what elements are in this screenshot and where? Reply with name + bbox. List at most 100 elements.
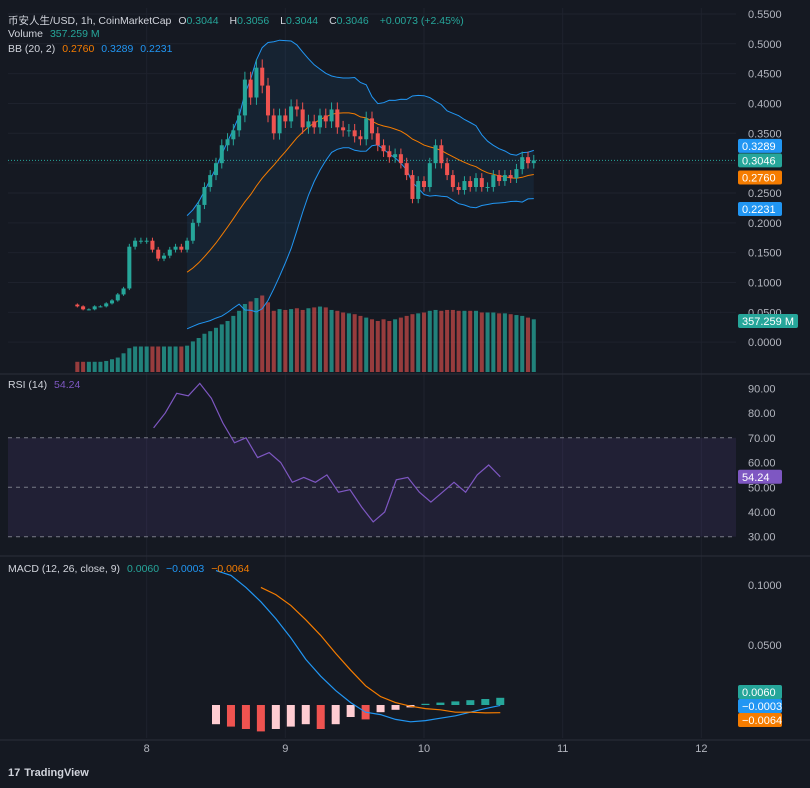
macd-label: MACD (12, 26, close, 9) (8, 563, 121, 575)
macd-hist-badge-text: 0.0060 (742, 687, 776, 699)
candle-body-25 (219, 145, 224, 164)
volume-bar-2 (86, 361, 91, 372)
candle-body-58 (410, 175, 415, 199)
price-tick-2: 0.4500 (748, 69, 782, 81)
candle-body-11 (138, 240, 143, 242)
volume-bar-37 (289, 309, 294, 372)
open-value: 0.3044 (186, 15, 219, 27)
volume-bar-64 (445, 309, 450, 372)
macd-hist-bar-0 (212, 705, 220, 725)
price-candles (75, 59, 536, 311)
macd-hist-value: 0.0060 (126, 563, 160, 575)
time-tick-1: 9 (282, 743, 288, 755)
rsi-tick-3: 60.00 (748, 458, 776, 470)
volume-bar-45 (335, 310, 340, 372)
macd-hist-bar-7 (316, 705, 325, 729)
tradingview-logo[interactable]: 17 TradingView (8, 767, 89, 779)
low-value: 0.3044 (286, 15, 319, 27)
candle-body-57 (404, 163, 409, 176)
low-label: L (280, 15, 287, 27)
volume-bar-24 (213, 327, 219, 372)
candle-body-46 (341, 127, 346, 131)
volume-bar-1 (81, 361, 86, 372)
volume-bar-8 (121, 353, 126, 372)
volume-bar-61 (427, 310, 432, 372)
candle-body-70 (479, 178, 484, 188)
candle-body-5 (104, 303, 109, 307)
candle-body-26 (225, 139, 230, 146)
volume-bar-23 (208, 331, 213, 372)
rsi-tick-1: 80.00 (748, 408, 776, 420)
volume-bar-79 (531, 319, 536, 372)
volume-bar-50 (364, 317, 369, 372)
macd-hist-bar-5 (286, 705, 295, 727)
volume-bar-60 (421, 312, 427, 372)
volume-bar-70 (479, 312, 484, 372)
macd-hist-bar-17 (466, 700, 475, 705)
candle-body-50 (364, 118, 369, 140)
candle-body-2 (86, 309, 91, 311)
signal-line (260, 586, 501, 714)
macd-signal-value: −0.0064 (211, 563, 250, 575)
legend-change: +0.0073 (+2.45%) (379, 15, 464, 27)
candle-body-67 (462, 181, 467, 190)
rsi-badge-text: 54.24 (742, 472, 770, 484)
candle-body-74 (502, 175, 507, 182)
legend-volume-row: Volume 357.259 M (8, 28, 104, 40)
price-tick-11: 0.0000 (748, 337, 782, 349)
candle-body-39 (300, 109, 305, 128)
candle-body-17 (173, 246, 178, 250)
rsi-line (153, 382, 501, 523)
candle-body-49 (358, 136, 363, 140)
macd-hist-bar-16 (451, 701, 460, 705)
candle-body-77 (520, 157, 525, 170)
candle-body-30 (248, 79, 253, 98)
price-tick-0: 0.5500 (748, 9, 782, 21)
bb-label: BB (20, 2) (8, 43, 56, 55)
candle-body-52 (375, 133, 380, 146)
volume-bar-76 (514, 315, 519, 372)
price-tick-3: 0.4000 (748, 98, 782, 110)
volume-bar-29 (242, 304, 247, 372)
close-label: C (329, 15, 337, 27)
candle-body-18 (179, 246, 184, 250)
candle-body-64 (445, 163, 450, 176)
candle-body-21 (196, 204, 201, 223)
candle-body-16 (167, 249, 172, 256)
volume-bar-53 (381, 319, 386, 372)
candle-body-8 (121, 288, 126, 295)
volume-bar-47 (346, 313, 351, 372)
candle-body-35 (277, 115, 282, 134)
candle-body-13 (150, 240, 155, 250)
volume-bar-73 (497, 313, 502, 372)
pane-separators (0, 373, 810, 741)
macd-line-badge-text: −0.0003 (742, 701, 782, 713)
candle-body-37 (289, 106, 294, 122)
candle-body-31 (254, 67, 259, 98)
candle-body-53 (381, 145, 386, 152)
macd-hist-bar-12 (391, 705, 400, 710)
legend-close: C0.3046 (329, 15, 373, 27)
candle-body-23 (208, 175, 213, 188)
volume-bar-32 (260, 295, 265, 372)
volume-bar-34 (271, 310, 276, 372)
volume-bar-67 (462, 310, 467, 372)
high-label: H (229, 15, 238, 27)
volume-bar-77 (520, 315, 525, 372)
macd-signal-badge: −0.0064 (738, 713, 782, 727)
tradingview-logo-icon: 17 (8, 767, 21, 779)
candle-body-27 (231, 130, 236, 140)
candle-body-60 (421, 181, 427, 188)
candle-body-28 (237, 115, 242, 131)
legend-symbol: 币安人生/USD, 1h, CoinMarketCap (8, 15, 172, 27)
volume-bar-3 (92, 361, 97, 372)
candle-body-61 (427, 163, 432, 188)
volume-bar-75 (508, 314, 513, 372)
volume-bar-14 (156, 346, 161, 372)
candle-body-3 (92, 306, 97, 310)
bb-lower-value: 0.2231 (140, 43, 173, 55)
rsi-badge-bg (738, 469, 782, 484)
volume-bar-43 (323, 307, 328, 372)
